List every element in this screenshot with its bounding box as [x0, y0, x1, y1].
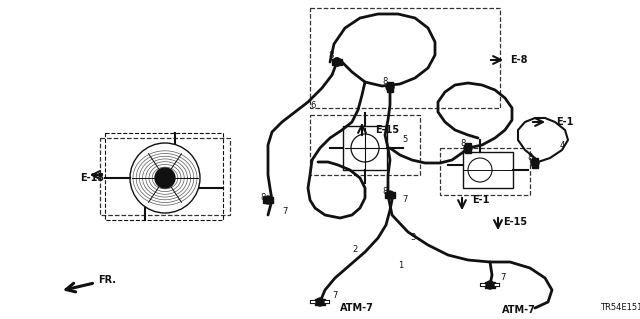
Text: E-1: E-1: [472, 195, 490, 205]
Circle shape: [155, 168, 175, 188]
Text: 8: 8: [260, 194, 266, 203]
Text: ATM-7: ATM-7: [502, 305, 536, 315]
Bar: [315, 299, 325, 305]
Text: 6: 6: [310, 100, 316, 109]
Circle shape: [531, 159, 539, 167]
Text: 7: 7: [500, 273, 506, 283]
Text: 8: 8: [460, 138, 465, 147]
Text: E-15: E-15: [503, 217, 527, 227]
Circle shape: [386, 83, 394, 91]
Text: ATM-7: ATM-7: [340, 303, 374, 313]
Text: 7: 7: [332, 292, 337, 300]
Circle shape: [333, 58, 341, 66]
Text: E-15: E-15: [375, 125, 399, 135]
Text: 1: 1: [398, 261, 403, 270]
Bar: [387, 82, 393, 92]
Text: 8: 8: [328, 51, 333, 61]
Text: 5: 5: [402, 136, 407, 145]
Bar: [532, 158, 538, 168]
Text: 8: 8: [382, 188, 387, 197]
Bar: [385, 192, 395, 198]
Circle shape: [486, 281, 494, 289]
Text: 3: 3: [410, 234, 415, 242]
Text: 2: 2: [352, 246, 357, 255]
Text: 8: 8: [527, 153, 532, 162]
Circle shape: [464, 144, 472, 152]
Bar: [332, 59, 342, 65]
Bar: [263, 197, 273, 203]
Text: 8: 8: [382, 78, 387, 86]
Text: E-15: E-15: [80, 173, 104, 183]
Text: E-8: E-8: [510, 55, 527, 65]
Text: E-1: E-1: [556, 117, 573, 127]
Circle shape: [316, 298, 324, 306]
Circle shape: [333, 58, 341, 66]
Text: FR.: FR.: [66, 275, 116, 292]
Text: 4: 4: [560, 140, 565, 150]
Bar: [485, 282, 495, 288]
Text: 7: 7: [402, 196, 408, 204]
Circle shape: [264, 196, 272, 204]
Text: 7: 7: [282, 207, 287, 217]
Bar: [465, 143, 471, 153]
Text: TR54E1510: TR54E1510: [600, 303, 640, 313]
Circle shape: [386, 191, 394, 199]
